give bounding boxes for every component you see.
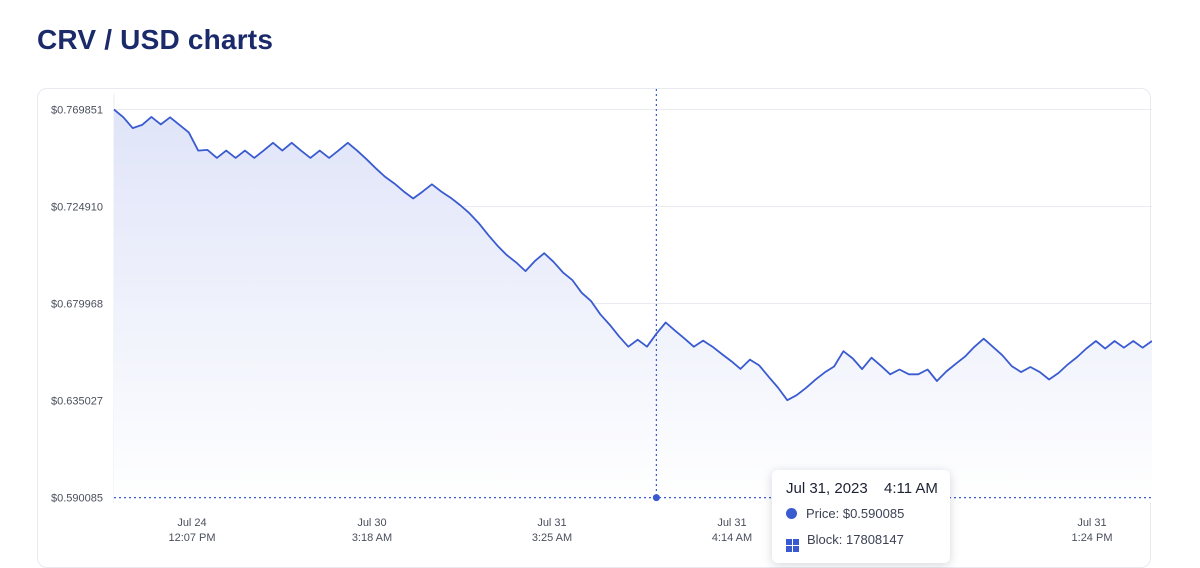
tooltip-block-row: Block: 17808147 bbox=[786, 532, 904, 552]
y-tick-label-1: $0.724910 bbox=[51, 201, 103, 213]
block-grid-icon bbox=[786, 539, 799, 552]
price-chart-card[interactable]: $0.769851 $0.724910 $0.679968 $0.635027 $0.5… bbox=[37, 88, 1152, 568]
price-area-fill bbox=[114, 109, 1152, 503]
page-title: CRV / USD charts bbox=[37, 24, 274, 55]
highlight-point bbox=[652, 494, 660, 502]
y-tick-label-2: $0.679968 bbox=[51, 299, 103, 311]
x-tick-date-5: Jul 31 bbox=[1077, 517, 1106, 529]
tooltip-time: 4:11 AM bbox=[884, 480, 938, 497]
x-tick-date-2: Jul 31 bbox=[537, 517, 566, 529]
x-tick-date-0: Jul 24 bbox=[177, 517, 206, 529]
y-tick-label-0: $0.769851 bbox=[51, 104, 103, 116]
x-tick-time-5: 1:24 PM bbox=[1072, 532, 1113, 544]
tooltip-price: Price: $0.590085 bbox=[806, 506, 905, 521]
tooltip-date: Jul 31, 2023 bbox=[786, 480, 868, 497]
x-tick-date-1: Jul 30 bbox=[357, 517, 386, 529]
x-tick-time-2: 3:25 AM bbox=[532, 532, 572, 544]
price-series-line bbox=[113, 108, 1152, 402]
chart-tooltip: Jul 31, 2023 4:11 AM Price: $0.590085 Bl… bbox=[772, 470, 950, 563]
x-tick-time-1: 3:18 AM bbox=[352, 532, 392, 544]
tooltip-price-row: Price: $0.590085 bbox=[786, 506, 904, 521]
x-tick-date-3: Jul 31 bbox=[717, 517, 746, 529]
y-tick-label-4: $0.590085 bbox=[51, 493, 103, 505]
tooltip-block: Block: 17808147 bbox=[807, 532, 904, 547]
price-dot-icon bbox=[786, 508, 797, 519]
x-tick-time-3: 4:14 AM bbox=[712, 532, 752, 544]
price-chart[interactable]: $0.769851 $0.724910 $0.679968 $0.635027 $0.5… bbox=[38, 89, 1152, 557]
y-tick-label-3: $0.635027 bbox=[51, 396, 103, 408]
x-tick-time-0: 12:07 PM bbox=[168, 532, 215, 544]
